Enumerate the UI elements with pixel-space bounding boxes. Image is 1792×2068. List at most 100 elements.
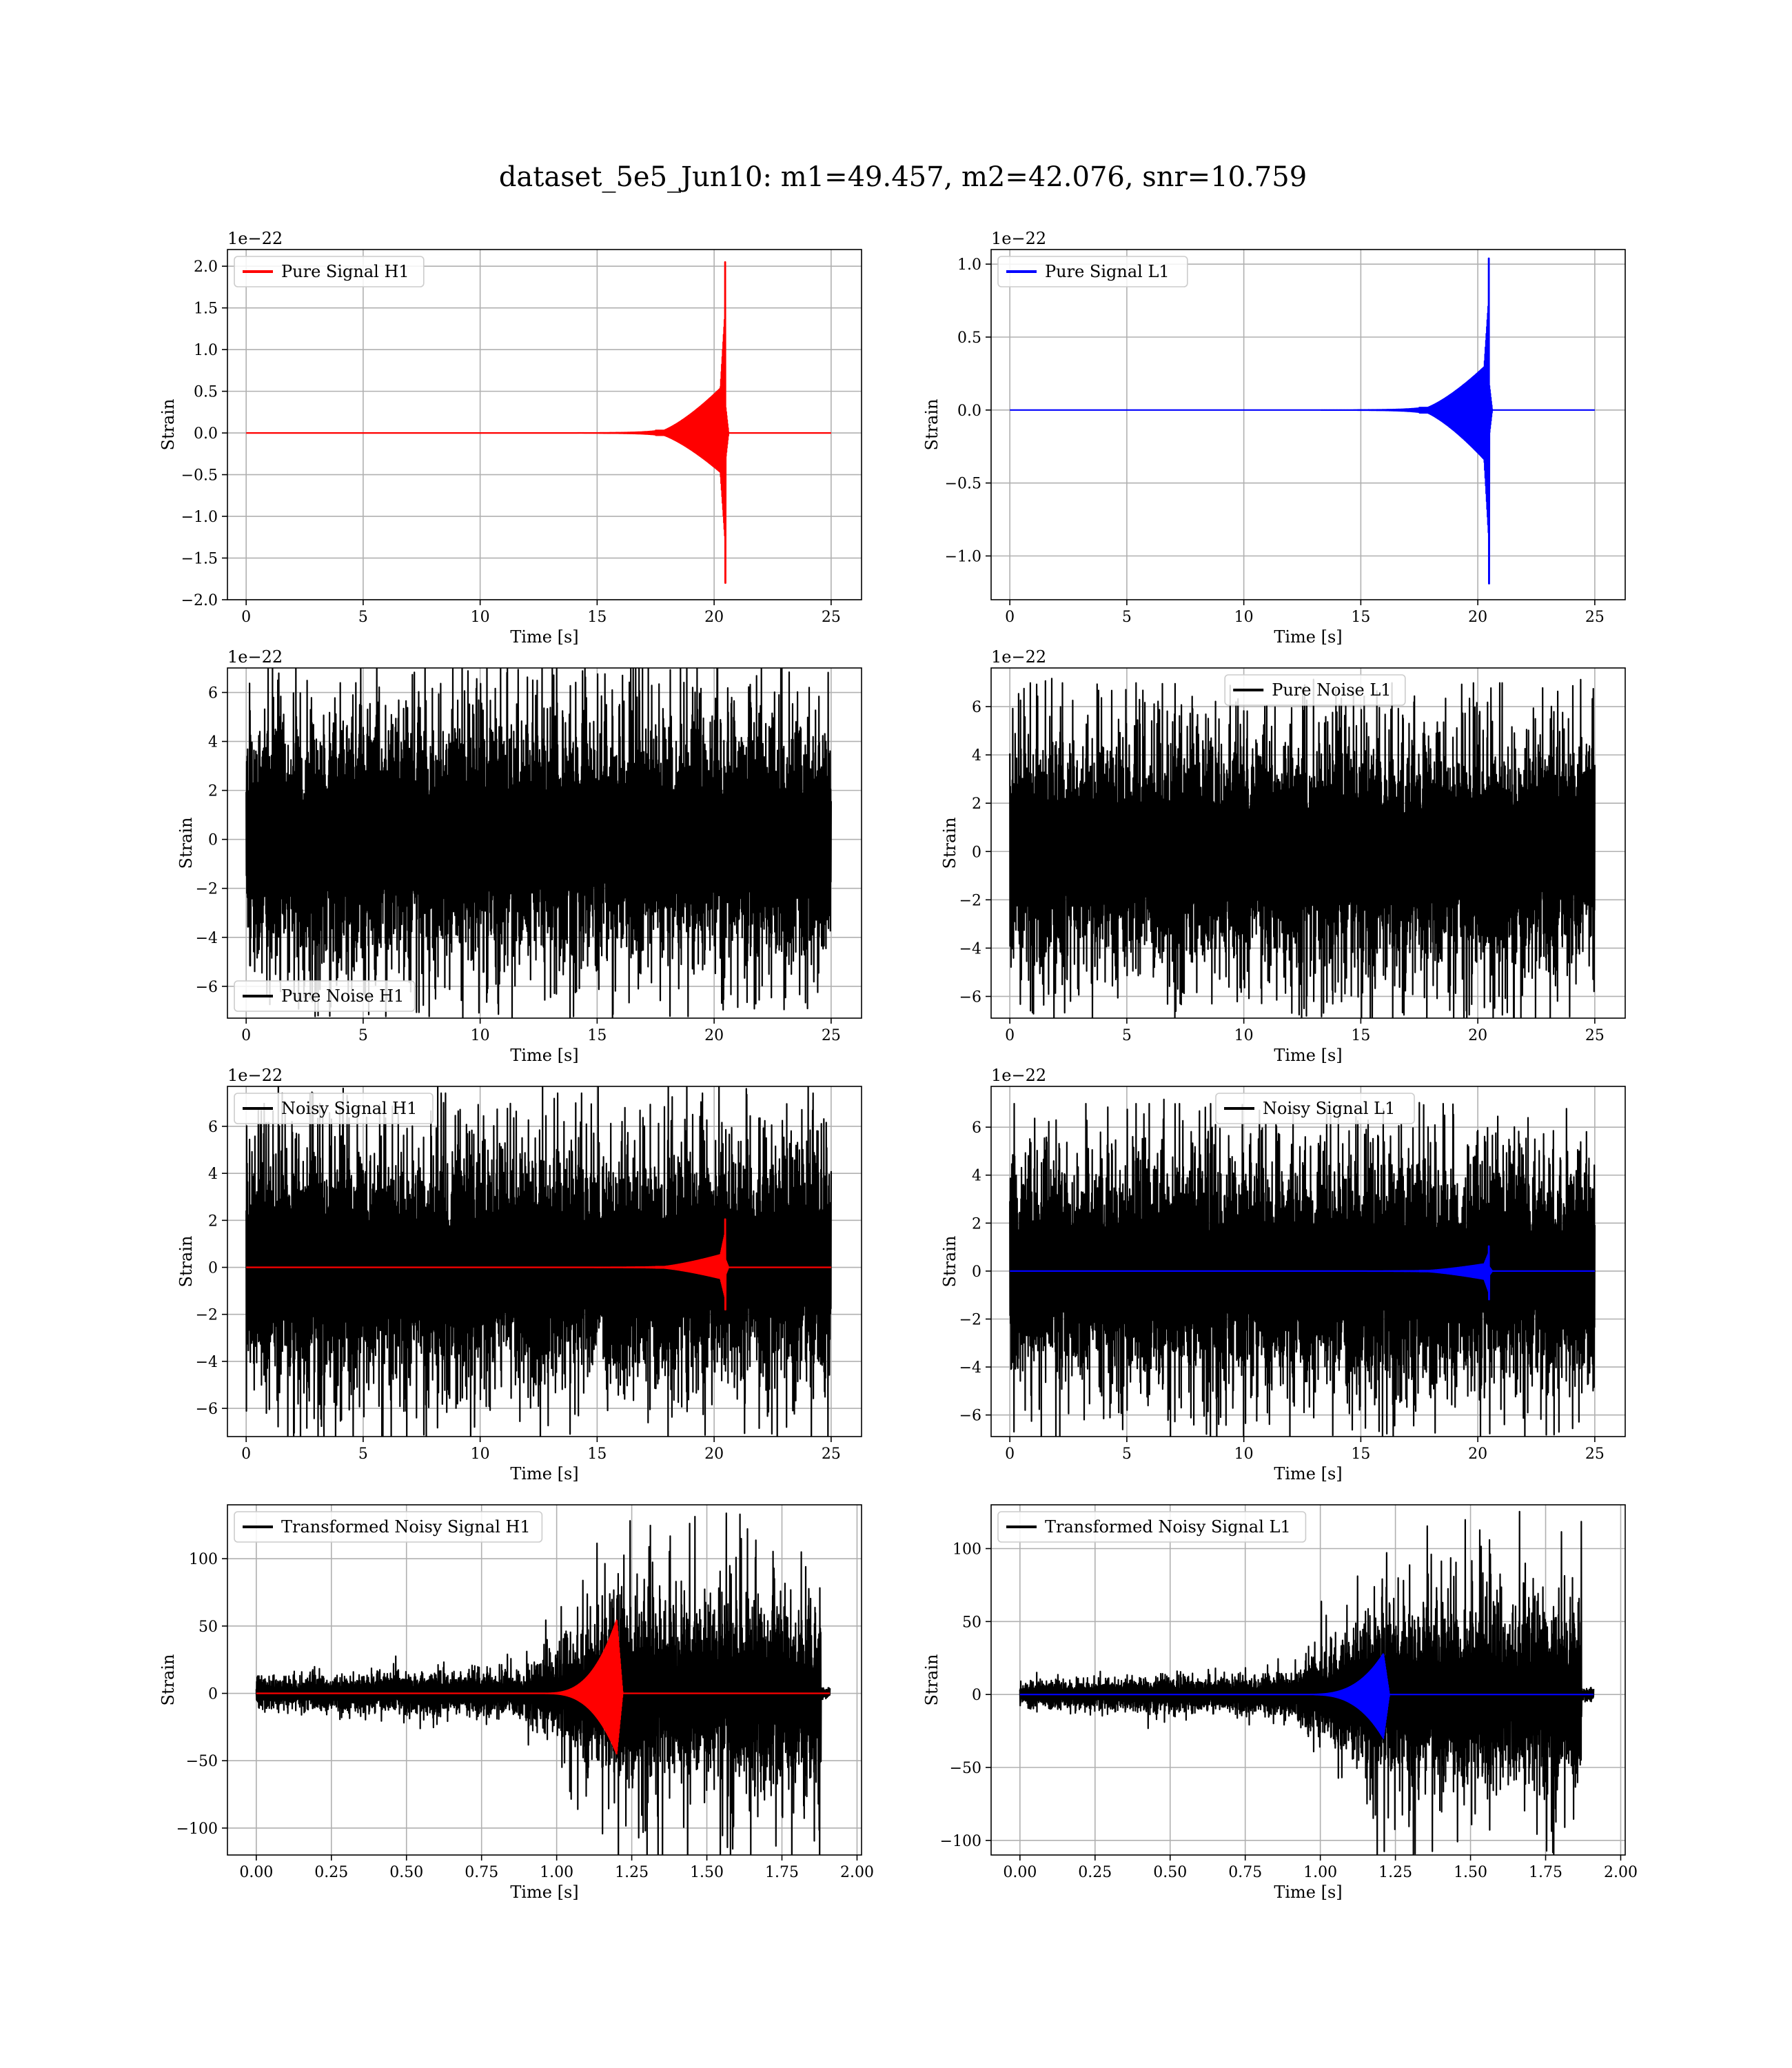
y-tick-label: −6 [196,1401,218,1418]
series-line-overlay-1 [245,1218,832,1310]
x-axis-label: Time [s] [510,1046,578,1065]
y-tick-label: 0 [208,1686,218,1703]
x-axis-label: Time [s] [1274,1464,1342,1483]
y-tick-label: 4 [972,1168,981,1185]
x-tick-label: 20 [1468,609,1487,626]
x-tick-label: 25 [1585,1446,1605,1463]
x-tick-label: 25 [822,1446,841,1463]
series-line-pure-noise-h1 [245,668,832,1018]
x-tick-label: 1.50 [1454,1864,1487,1881]
series-group [1009,678,1596,1018]
axes-frame [227,1086,862,1437]
series-line-noisy-signal-h1 [245,1086,832,1437]
y-offset-label: 1e−22 [227,229,283,248]
series-group [1009,257,1596,585]
x-tick-label: 0 [1005,1027,1015,1044]
x-tick-label: 0.50 [389,1864,423,1881]
subplot-pure-signal-l1: 0 5 10 15 20 25 −1.0 −0.5 0.0 0.5 1.0 Time [s] Strai… [922,229,1626,647]
series-line-noisy-signal-l1 [1009,1098,1596,1437]
x-tick-label: 15 [1351,1446,1370,1463]
x-tick-label: 10 [471,1446,490,1463]
y-tick-label: 1.0 [194,342,218,359]
x-tick-label: 5 [1122,1446,1132,1463]
x-tick-label: 5 [358,609,368,626]
y-tick-label: −2.0 [181,592,218,609]
x-axis-label: Time [s] [1274,627,1342,647]
x-tick-label: 15 [587,609,607,626]
y-axis-label: Strain [159,399,178,451]
y-tick-label: −100 [176,1821,218,1838]
x-tick-label: 20 [704,609,724,626]
axes-frame [227,249,862,600]
subplot-pure-noise-h1: 0 5 10 15 20 25 −6 −4 −2 0 2 4 6 Time [s] Strain 1e−22 P… [176,647,862,1065]
x-tick-label: 10 [471,609,490,626]
ticks: 0 5 10 15 20 25 −6 −4 −2 0 2 4 6 [959,699,1605,1044]
y-tick-label: −100 [940,1833,981,1850]
subplot-grid: 0 5 10 15 20 25−2.0−1.5−1.0−0.50.00.51.01.52.… [159,229,1638,1902]
x-tick-label: 20 [704,1446,724,1463]
x-tick-label: 10 [1234,1027,1254,1044]
subplot-transformed-noisy-signal-h1: 0.00 0.25 0.50 0.75 1.00 1.25 1.50 1.75 2.00 −100… [159,1504,874,1902]
x-tick-label: 0 [241,609,251,626]
legend-box [234,980,416,1012]
axes-frame [990,249,1626,600]
series-line-pure-signal-l1 [1009,257,1596,585]
y-tick-label: −4 [196,1354,218,1371]
series-group [1009,1098,1596,1437]
legend-box [1215,1093,1415,1124]
y-offset-label: 1e−22 [227,647,283,667]
x-tick-label: 0 [1005,609,1015,626]
y-tick-label: 0.5 [957,330,981,347]
y-tick-label: −1.5 [181,551,218,568]
y-tick-label: −6 [196,979,218,996]
x-tick-label: 1.75 [1529,1864,1562,1881]
y-tick-label: 2 [972,1215,981,1233]
y-tick-label: 4 [208,734,218,751]
legend-box [997,1511,1307,1543]
ticks: 0.00 0.25 0.50 0.75 1.00 1.25 1.50 1.75 2.00 −100… [940,1541,1638,1882]
x-tick-label: 0 [241,1446,251,1463]
x-tick-label: 25 [822,1027,841,1044]
series-line-pure-noise-l1 [1009,678,1596,1018]
y-tick-label: −6 [959,1408,981,1425]
y-offset-label: 1e−22 [991,1066,1046,1085]
x-axis-label: Time [s] [510,627,578,647]
x-tick-label: 10 [471,1027,490,1044]
series-line-transformed-noisy-signal-l1 [1019,1510,1595,1855]
x-tick-label: 1.00 [1303,1864,1337,1881]
x-tick-label: 1.25 [615,1864,649,1881]
x-tick-label: 15 [587,1027,607,1044]
legend: Pure Signal L1 [997,256,1188,287]
legend-box [997,256,1188,287]
x-tick-label: 25 [1585,1027,1605,1044]
x-tick-label: 1.75 [765,1864,799,1881]
legend-label: Transformed Noisy Signal H1 [281,1517,531,1537]
y-axis-label: Strain [940,1236,959,1288]
series-group [255,1512,831,1855]
legend-label: Noisy Signal L1 [1263,1099,1395,1118]
legend-label: Noisy Signal H1 [281,1099,417,1118]
x-tick-label: 20 [1468,1446,1487,1463]
y-tick-label: 1.5 [194,301,218,318]
x-tick-label: 0 [241,1027,251,1044]
y-tick-label: 4 [972,747,981,764]
legend: Noisy Signal L1 [1215,1093,1415,1124]
x-tick-label: 10 [1234,609,1254,626]
y-tick-label: −2 [959,892,981,909]
x-axis-label: Time [s] [1274,1046,1342,1065]
series-line-overlay-1 [1019,1653,1594,1739]
series-line-overlay-1 [1009,1245,1596,1301]
y-tick-label: 0.0 [194,425,218,443]
y-tick-label: 2.0 [194,258,218,276]
subplot-pure-noise-l1: 0 5 10 15 20 25 −6 −4 −2 0 2 4 6 Time [s] Strain 1e−22 P… [940,647,1626,1065]
x-tick-label: 15 [587,1446,607,1463]
y-tick-label: 0 [208,1260,218,1277]
y-tick-label: −2 [959,1312,981,1329]
legend: Transformed Noisy Signal L1 [997,1511,1307,1543]
x-tick-label: 2.00 [1604,1864,1638,1881]
y-tick-label: 1.0 [957,256,981,274]
x-tick-label: 15 [1351,1027,1370,1044]
y-tick-label: −0.5 [945,476,981,493]
y-tick-label: 0 [208,832,218,849]
